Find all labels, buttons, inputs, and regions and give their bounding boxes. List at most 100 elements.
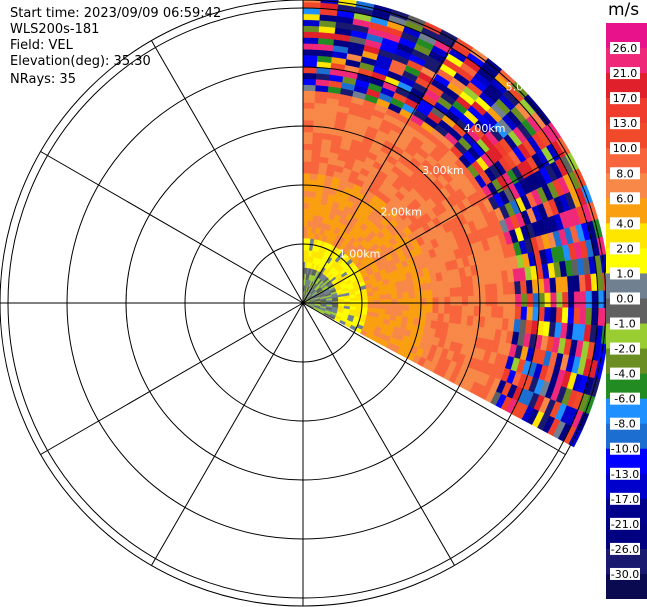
velocity-gate (514, 306, 522, 320)
velocity-gate (302, 119, 314, 127)
velocity-gate (367, 295, 374, 301)
velocity-gate (302, 66, 318, 74)
colorbar-tick-label: 26.0 (613, 42, 638, 55)
start-time-label: Start time: 2023/09/09 06:59:42 (10, 6, 222, 21)
velocity-gate (313, 114, 326, 122)
colorbar-tick-bg (610, 542, 640, 555)
velocity-gate (302, 19, 320, 27)
velocity-gate (573, 291, 581, 309)
velocity-gate (310, 161, 320, 169)
velocity-gate (302, 113, 315, 121)
velocity-gate (385, 299, 392, 305)
velocity-gate (485, 295, 492, 307)
velocity-gate (302, 96, 316, 103)
colorbar-tick-bg (610, 467, 640, 480)
velocity-gate (425, 312, 433, 321)
velocity-gate (373, 304, 380, 310)
velocity-gate (302, 78, 317, 86)
velocity-gate (361, 300, 369, 305)
velocity-gate (302, 84, 317, 92)
velocity-gate (437, 288, 445, 298)
velocity-gate (355, 300, 363, 305)
velocity-gate (302, 243, 307, 251)
range-ring-label: 2.00km (380, 206, 422, 219)
velocity-gate (443, 313, 451, 324)
colorbar-tick-label: 2.0 (616, 242, 634, 255)
velocity-gate (366, 291, 374, 297)
velocity-gate (561, 307, 569, 324)
velocity-gate (484, 283, 492, 296)
velocity-gate (420, 297, 428, 306)
velocity-gate (312, 131, 324, 140)
range-ring-label: 3.00km (422, 164, 464, 177)
velocity-gate (379, 299, 386, 305)
colorbar-tick-label: -10.0 (611, 443, 639, 456)
velocity-gate (520, 293, 528, 308)
velocity-gate (302, 149, 313, 156)
velocity-gate (407, 285, 415, 293)
velocity-gate (454, 314, 463, 325)
colorbar-tick-bg (610, 342, 640, 355)
velocity-gate (585, 290, 593, 309)
velocity-gate (302, 131, 314, 139)
colorbar-tick-label: 0.0 (616, 292, 634, 305)
velocity-gate (573, 307, 581, 325)
velocity-gate (396, 310, 404, 317)
velocity-gate (313, 108, 327, 116)
velocity-gate (302, 108, 315, 115)
velocity-gate (302, 43, 319, 50)
velocity-gate (302, 125, 314, 133)
velocity-gate (302, 161, 312, 168)
velocity-gate (401, 286, 409, 294)
velocity-gate (514, 281, 522, 295)
velocity-gate (302, 60, 318, 68)
velocity-gate (367, 303, 374, 309)
velocity-gate (302, 49, 319, 56)
velocity-gate (414, 304, 422, 313)
velocity-gate (302, 13, 321, 21)
velocity-gate (431, 289, 439, 298)
velocity-gate (302, 37, 319, 45)
velocity-gate (349, 297, 357, 302)
nrays-label: NRays: 35 (10, 72, 76, 87)
colorbar-tick-bg (610, 317, 640, 330)
velocity-gate (467, 285, 475, 297)
velocity-gate (390, 309, 398, 316)
velocity-gate (473, 295, 481, 307)
velocity-gate (549, 277, 557, 294)
velocity-gate (467, 305, 475, 317)
velocity-gate (549, 307, 557, 323)
velocity-gate (526, 306, 534, 321)
velocity-gate (302, 190, 310, 198)
velocity-gate (508, 306, 516, 320)
velocity-gate (302, 178, 311, 186)
velocity-gate (391, 304, 398, 311)
velocity-gate (309, 190, 317, 198)
colorbar-tick-label: -6.0 (614, 393, 635, 406)
velocity-gate (543, 307, 551, 323)
velocity-gate (302, 220, 309, 227)
velocity-gate (390, 287, 398, 295)
azimuth-spoke (151, 40, 304, 304)
colorbar-tick-bg (610, 367, 640, 380)
colorbar-tick-bg (610, 267, 640, 280)
velocity-gate (315, 191, 323, 199)
velocity-gate (443, 288, 451, 298)
velocity-gate (432, 297, 439, 306)
velocity-gate (302, 226, 308, 233)
velocity-gate (408, 304, 416, 312)
velocity-gate (402, 292, 410, 300)
colorbar-tick-label: -30.0 (611, 568, 639, 581)
velocity-gate (461, 296, 469, 307)
colorbar-tick-label: -13.0 (611, 468, 639, 481)
velocity-gate (302, 208, 309, 215)
velocity-gate (550, 292, 557, 308)
velocity-gate (538, 292, 546, 308)
velocity-gate (479, 305, 487, 318)
velocity-gate (485, 306, 492, 318)
velocity-gate (455, 286, 463, 297)
colorbar-tick-label: -21.0 (611, 518, 639, 531)
velocity-gate (490, 283, 498, 296)
velocity-gate (403, 298, 410, 306)
